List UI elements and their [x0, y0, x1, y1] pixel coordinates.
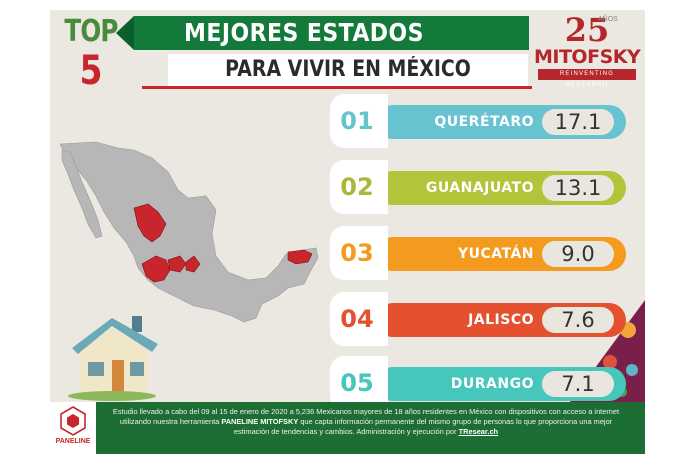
- score-value: 9.0: [542, 241, 614, 267]
- ranking-row-4: JALISCO 7.6 04: [330, 292, 630, 346]
- rank-number: 01: [340, 107, 374, 135]
- methodology-note: Estudio llevado a cabo del 09 al 15 de e…: [112, 407, 620, 436]
- logo-brand: MITOFSKY: [534, 46, 641, 68]
- state-guanajuato: [167, 255, 187, 273]
- subtitle-banner: PARA VIVIR EN MÉXICO: [168, 54, 528, 86]
- five-label: 5: [79, 48, 103, 94]
- tresearch-link[interactable]: TResear.ch: [458, 427, 499, 436]
- baja-california: [61, 149, 103, 239]
- mexico-map: [59, 141, 319, 323]
- state-queretaro: [185, 255, 201, 273]
- state-name: DURANGO: [450, 376, 534, 392]
- score-value: 7.1: [542, 371, 614, 397]
- infographic: TOP 5 MEJORES ESTADOS PARA VIVIR EN MÉXI…: [50, 10, 645, 454]
- paneline-label: PANELINE: [55, 438, 91, 445]
- title-line1: MEJORES ESTADOS: [184, 18, 424, 47]
- logo-tagline: REINVENTING RESEARCH: [538, 69, 636, 88]
- title-banner: MEJORES ESTADOS: [116, 16, 529, 50]
- state-yucatan: [287, 249, 313, 265]
- ranking-row-5: DURANGO 7.1 05: [330, 356, 630, 410]
- ranking-row-1: QUERÉTARO 17.1 01: [330, 94, 630, 148]
- mexico-mainland: [59, 141, 319, 323]
- state-name: QUERÉTARO: [434, 114, 534, 130]
- ranking-bar: QUERÉTARO 17.1: [376, 105, 626, 139]
- rank-number: 02: [340, 173, 374, 201]
- state-name: JALISCO: [468, 312, 534, 328]
- logo-number: 25: [564, 11, 610, 49]
- score-value: 13.1: [542, 175, 614, 201]
- title-divider: [142, 86, 532, 89]
- rank-number: 04: [340, 305, 374, 333]
- ranking-bar: GUANAJUATO 13.1: [376, 171, 626, 205]
- top5-badge: TOP 5: [56, 14, 126, 94]
- score-value: 7.6: [542, 307, 614, 333]
- rank-number: 03: [340, 239, 374, 267]
- state-jalisco: [141, 255, 171, 283]
- state-name: GUANAJUATO: [425, 180, 534, 196]
- score-value: 17.1: [542, 109, 614, 135]
- paneline-logo: PANELINE: [50, 402, 96, 454]
- title-line2: PARA VIVIR EN MÉXICO: [225, 57, 471, 82]
- footer: PANELINE Estudio llevado a cabo del 09 a…: [50, 402, 645, 454]
- ranking-bar: YUCATÁN 9.0: [376, 237, 626, 271]
- logo-years: AÑOS: [598, 16, 618, 23]
- top-label: TOP: [64, 14, 118, 49]
- ranking-row-2: GUANAJUATO 13.1 02: [330, 160, 630, 214]
- ranking-row-3: YUCATÁN 9.0 03: [330, 226, 630, 280]
- state-durango: [133, 203, 167, 243]
- mitofsky-logo: 25 AÑOS MITOFSKY REINVENTING RESEARCH: [534, 11, 641, 88]
- ranking-bar: DURANGO 7.1: [376, 367, 626, 401]
- rank-number: 05: [340, 369, 374, 397]
- house-icon: [68, 316, 158, 401]
- state-name: YUCATÁN: [457, 246, 534, 262]
- ranking-bar: JALISCO 7.6: [376, 303, 626, 337]
- hexagon-icon: [60, 406, 86, 436]
